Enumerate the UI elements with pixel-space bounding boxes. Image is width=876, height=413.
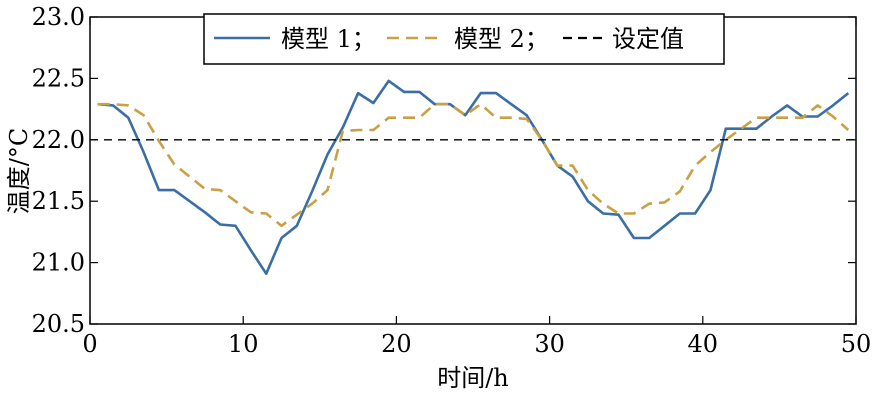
y-tick-label: 23.0 — [32, 3, 85, 31]
y-tick-label: 21.5 — [32, 187, 85, 215]
x-tick-label: 30 — [534, 330, 565, 358]
legend-label-3: 设定值 — [612, 25, 684, 53]
tick-labels: 0 10 20 30 40 50 20.5 21.0 21.5 22.0 22.5 23.0 — [32, 3, 872, 358]
series-line-1 — [97, 79, 850, 276]
legend-label-2: 模型 2； — [454, 25, 549, 53]
x-tick-label: 40 — [688, 330, 719, 358]
x-tick-label: 50 — [841, 330, 872, 358]
y-tick-label: 22.5 — [32, 64, 85, 92]
x-tick-label: 20 — [381, 330, 412, 358]
series-line-2 — [97, 102, 850, 228]
y-tick-label: 21.0 — [32, 249, 85, 277]
series-layer — [90, 79, 856, 276]
legend-label-1: 模型 1； — [281, 25, 376, 53]
x-axis-label: 时间/h — [437, 364, 509, 392]
y-tick-label: 20.5 — [32, 310, 85, 338]
legend: 模型 1； 模型 2； 设定值 — [203, 13, 725, 65]
legend-box — [203, 13, 725, 65]
x-tick-label: 10 — [228, 330, 259, 358]
x-tick-label: 0 — [82, 330, 97, 358]
y-tick-label: 22.0 — [32, 126, 85, 154]
y-axis-label: 温度/°C — [5, 128, 33, 214]
